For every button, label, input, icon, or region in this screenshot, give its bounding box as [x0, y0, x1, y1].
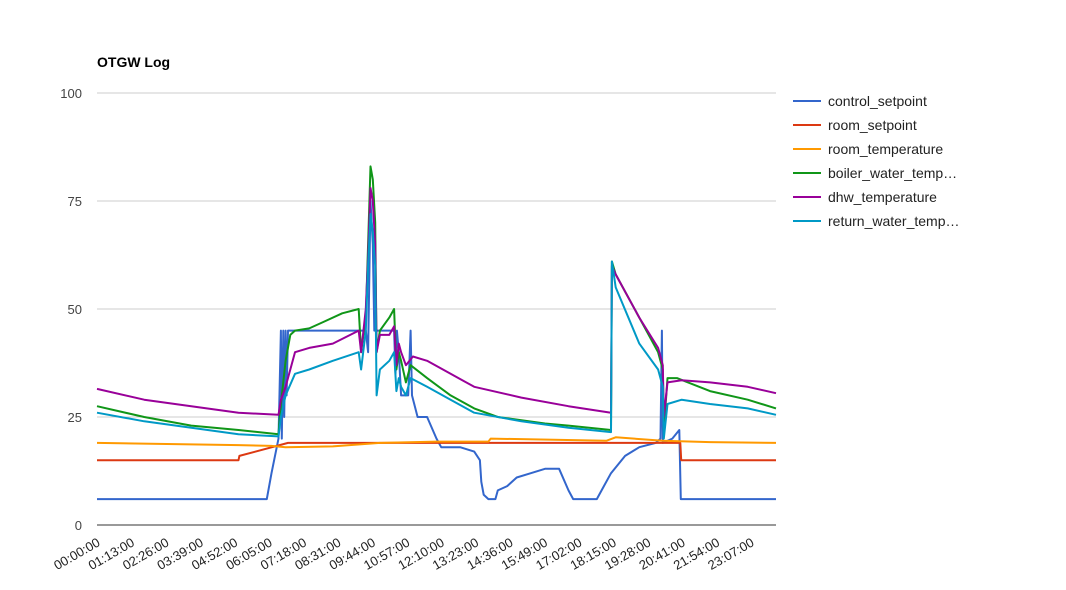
series-line-control-setpoint: [97, 200, 776, 501]
y-tick-label: 100: [60, 86, 82, 101]
series-line-boiler-water-temperature: [96, 165, 777, 436]
legend-label[interactable]: boiler_water_temp…: [828, 165, 957, 181]
x-axis-ticks: 00:00:0001:13:0002:26:0003:39:0004:52:00…: [51, 535, 756, 573]
y-tick-label: 50: [68, 302, 82, 317]
legend-label[interactable]: room_setpoint: [828, 117, 917, 133]
series-lines: [96, 165, 777, 501]
y-tick-label: 75: [68, 194, 82, 209]
series-line-room-temperature: [96, 436, 777, 449]
series-line-return-water-temperature: [96, 213, 777, 440]
legend-label[interactable]: return_water_temp…: [828, 213, 960, 229]
y-tick-label: 0: [75, 518, 82, 533]
y-axis-ticks: 0 25 50 75 100: [60, 86, 82, 533]
legend-label[interactable]: control_setpoint: [828, 93, 927, 109]
legend-label[interactable]: room_temperature: [828, 141, 943, 157]
y-tick-label: 25: [68, 410, 82, 425]
series-line-room-setpoint: [97, 441, 776, 462]
legend: control_setpoint room_setpoint room_temper…: [793, 93, 960, 229]
chart-title: OTGW Log: [97, 54, 170, 70]
series-line-dhw-temperature: [96, 187, 777, 418]
legend-label[interactable]: dhw_temperature: [828, 189, 937, 205]
grid: [97, 92, 776, 418]
